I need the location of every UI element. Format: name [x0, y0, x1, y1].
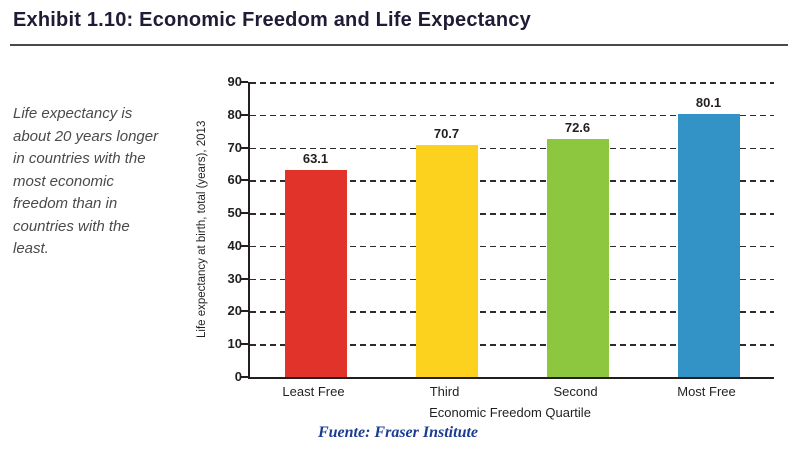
y-tick-label: 30	[227, 270, 242, 286]
y-tick-mark	[241, 343, 248, 346]
x-tick-label: Second	[553, 384, 598, 399]
y-tick-mark	[241, 146, 248, 149]
y-tick-label: 40	[227, 237, 242, 253]
y-axis-title: Life expectancy at birth, total (years),…	[196, 120, 208, 339]
y-tick-mark	[241, 376, 248, 378]
title-divider	[10, 44, 788, 46]
y-tick-label: 80	[227, 106, 242, 122]
x-axis-tick-labels: Least Free Third Second Most Free	[248, 384, 772, 402]
bar-value-label: 70.7	[433, 126, 460, 142]
y-tick-mark	[241, 244, 248, 247]
y-tick-mark	[241, 113, 248, 116]
caption-text: Life expectancy is about 20 years longer…	[13, 105, 159, 257]
y-tick-mark	[241, 310, 248, 313]
y-tick-label: 90	[227, 74, 242, 89]
y-tick-label: 50	[227, 205, 242, 221]
y-tick-label: 60	[227, 172, 242, 188]
bar-value-label: 80.1	[695, 95, 722, 111]
bar-least-free	[284, 170, 347, 377]
page-title: Exhibit 1.10: Economic Freedom and Life …	[13, 9, 531, 31]
bar-chart: Life expectancy at birth, total (years),…	[196, 70, 792, 422]
gridline	[250, 245, 774, 248]
gridline	[250, 344, 774, 346]
bar-second	[546, 139, 609, 377]
y-tick-mark	[241, 81, 248, 83]
bar-value-label: 72.6	[564, 120, 591, 136]
gridline	[250, 278, 774, 281]
gridline	[250, 82, 774, 84]
y-axis-tick-labels: 0 10 20 30 40 50 60 70 80 90	[212, 74, 242, 384]
x-tick-label: Third	[429, 384, 460, 399]
y-tick-label: 0	[234, 369, 242, 384]
gridline	[250, 213, 774, 215]
bar-value-label: 63.1	[302, 151, 329, 167]
y-tick-mark	[241, 212, 248, 215]
y-tick-mark	[241, 277, 248, 280]
x-tick-label: Most Free	[677, 384, 736, 399]
gridline	[250, 114, 774, 117]
source-credit: Fuente: Fraser Institute	[317, 424, 479, 441]
y-tick-label: 20	[227, 303, 242, 319]
bar-most-free	[677, 114, 740, 377]
y-tick-label: 10	[227, 336, 242, 352]
gridline	[250, 147, 774, 150]
x-axis-title: Economic Freedom Quartile	[429, 405, 591, 420]
bar-third	[415, 145, 478, 377]
plot-area: 63.1 70.7 72.6 80.1	[241, 81, 774, 379]
y-tick-mark	[241, 179, 248, 182]
y-tick-label: 70	[227, 139, 242, 155]
x-tick-label: Least Free	[282, 384, 345, 399]
gridline	[250, 180, 774, 182]
gridline	[250, 311, 774, 313]
